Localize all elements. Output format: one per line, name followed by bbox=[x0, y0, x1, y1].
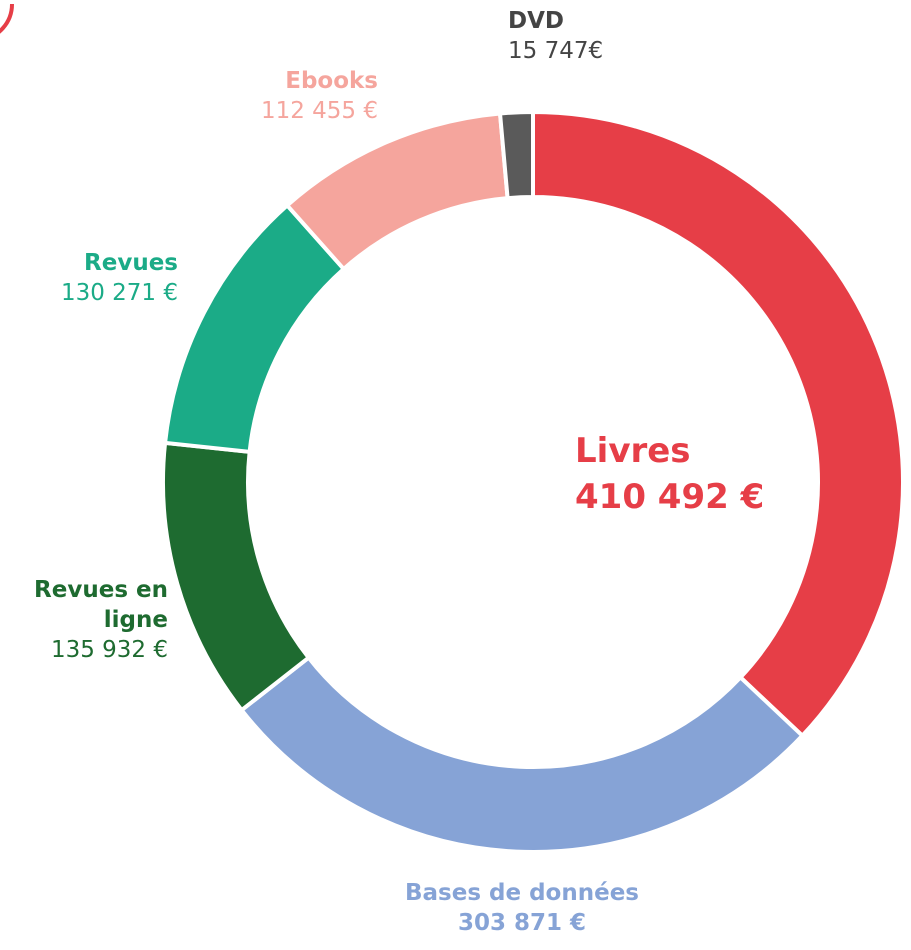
category-name: Ebooks bbox=[285, 68, 378, 94]
category-name: Bases de données bbox=[404, 880, 639, 906]
value-label: 112 455 € bbox=[260, 98, 378, 124]
donut-segment bbox=[497, 109, 535, 201]
segment-label: Bases de données 303 871 € bbox=[372, 878, 672, 938]
donut-segment bbox=[238, 654, 806, 854]
category-name: Livres bbox=[575, 431, 691, 471]
segment-label: Revues 130 271 € bbox=[8, 248, 178, 308]
donut-segment bbox=[162, 202, 347, 455]
segment-label: Livres 410 492 € bbox=[575, 428, 764, 520]
category-name: DVD bbox=[508, 8, 564, 34]
value-label: 15 747€ bbox=[508, 38, 604, 64]
value-label: 130 271 € bbox=[60, 280, 178, 306]
icon-fragment bbox=[0, 3, 15, 34]
category-name: Revues bbox=[84, 250, 178, 276]
value-label: 303 871 € bbox=[457, 910, 587, 936]
donut-segment bbox=[161, 440, 312, 713]
segment-label: Revues en ligne 135 932 € bbox=[18, 575, 168, 665]
value-label: 135 932 € bbox=[50, 637, 168, 663]
segment-label: Ebooks 112 455 € bbox=[208, 66, 378, 126]
category-name: Revues en ligne bbox=[34, 577, 168, 633]
value-label: 410 492 € bbox=[575, 477, 765, 517]
segment-label: DVD 15 747€ bbox=[508, 6, 708, 66]
donut-segment bbox=[531, 109, 905, 739]
